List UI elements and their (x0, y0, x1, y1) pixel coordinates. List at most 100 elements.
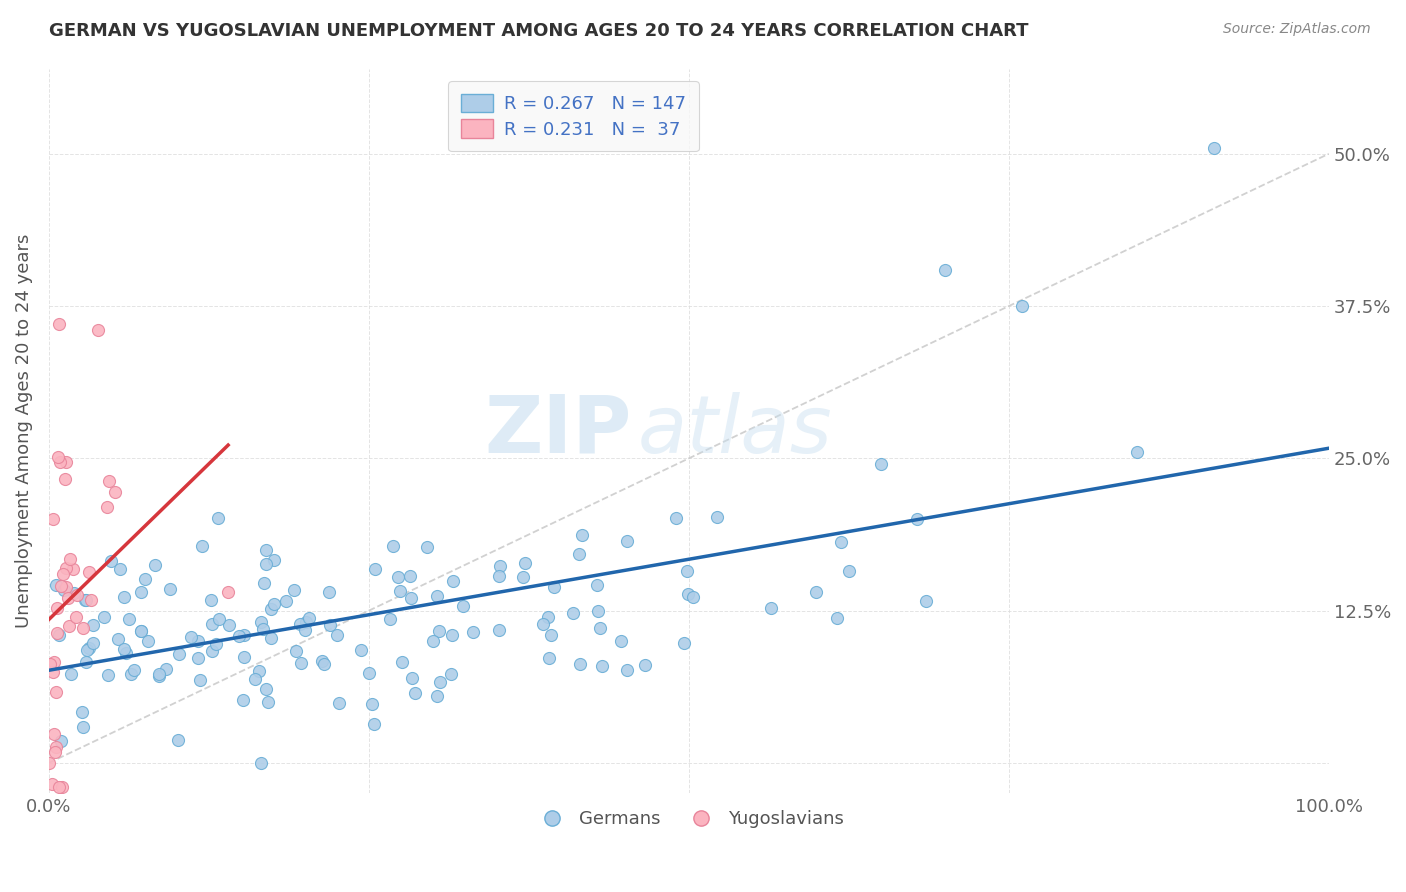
Point (82, 618, 104, 632)
Point (1202, 141, 1225, 155)
Legend: Germans, Yugoslavians: Germans, Yugoslavians (527, 803, 851, 835)
Point (48, 628, 70, 642)
Point (838, 564, 860, 578)
Point (218, 618, 240, 632)
Point (515, 557, 537, 571)
Point (905, 512, 928, 526)
Point (75, 655, 97, 669)
Point (586, 578, 609, 592)
Point (440, 628, 463, 642)
Point (65, 610, 87, 624)
Point (364, 562, 387, 576)
Point (59, 551, 82, 566)
Point (122, 663, 145, 677)
Point (488, 623, 510, 637)
Point (422, 634, 444, 648)
Point (110, 562, 132, 576)
Point (148, 666, 170, 681)
Point (52, 567, 75, 582)
Point (869, 458, 891, 472)
Point (288, 617, 311, 632)
Point (427, 624, 450, 638)
Point (93, 609, 115, 624)
Point (75, 592, 97, 607)
Point (249, 756, 271, 770)
Point (399, 569, 422, 583)
Point (253, 576, 276, 591)
Point (72, 720, 94, 734)
Point (250, 615, 273, 629)
Point (48, 318, 70, 332)
Point (46, 450, 69, 464)
Point (58, 619, 80, 633)
Point (53, 582, 76, 597)
Point (96, 500, 118, 514)
Point (187, 651, 209, 665)
Point (104, 484, 127, 499)
Point (76, 642, 98, 657)
Point (561, 606, 583, 620)
Point (247, 664, 270, 678)
Point (97, 667, 120, 681)
Point (488, 558, 510, 573)
Point (263, 553, 285, 567)
Point (136, 634, 159, 648)
Point (283, 582, 305, 597)
Point (512, 570, 534, 584)
Point (633, 657, 655, 672)
Point (568, 547, 591, 561)
Point (208, 612, 231, 626)
Point (294, 615, 316, 630)
Point (350, 642, 373, 657)
Point (60, 666, 83, 681)
Point (672, 636, 695, 650)
Point (207, 511, 229, 525)
Point (682, 591, 704, 605)
Point (62, 586, 84, 600)
Point (232, 692, 254, 706)
Point (45, 601, 67, 615)
Point (77, 640, 100, 655)
Point (537, 651, 560, 665)
Point (363, 717, 385, 731)
Point (254, 543, 277, 558)
Point (46, 625, 69, 640)
Point (167, 733, 190, 747)
Point (56, 591, 79, 606)
Point (429, 674, 451, 689)
Point (290, 656, 312, 670)
Point (134, 573, 156, 587)
Point (543, 580, 565, 594)
Point (232, 628, 254, 642)
Point (388, 583, 411, 598)
Point (318, 585, 340, 599)
Point (100, 554, 122, 568)
Point (66, 587, 89, 601)
Text: atlas: atlas (638, 392, 832, 470)
Point (675, 565, 697, 579)
Point (42, 512, 65, 526)
Point (48, 780, 70, 795)
Point (1126, 445, 1149, 459)
Point (254, 682, 277, 697)
Point (284, 644, 307, 658)
Point (167, 647, 190, 661)
Point (311, 654, 333, 668)
Point (461, 624, 484, 639)
Point (276, 594, 298, 608)
Point (205, 637, 228, 651)
Point (531, 616, 554, 631)
Point (586, 604, 609, 618)
Point (401, 672, 423, 686)
Point (112, 591, 135, 605)
Point (451, 599, 474, 613)
Point (51, 734, 73, 748)
Point (159, 582, 181, 597)
Point (129, 624, 152, 639)
Point (49, 455, 72, 469)
Point (591, 659, 613, 673)
Point (44, 655, 66, 669)
Point (98, 475, 121, 489)
Point (1011, 299, 1033, 313)
Point (361, 697, 384, 711)
